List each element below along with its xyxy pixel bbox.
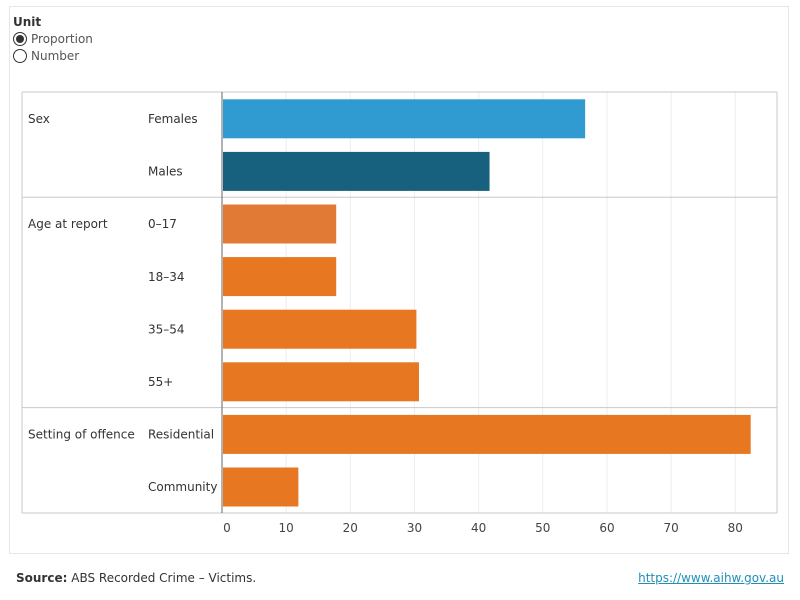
- category-label: Males: [148, 165, 183, 179]
- category-label: 0–17: [148, 217, 177, 231]
- group-label: Setting of offence: [28, 428, 135, 442]
- bar: [223, 414, 751, 454]
- source-note: Source: ABS Recorded Crime – Victims.: [16, 571, 256, 585]
- radio-proportion-label: Proportion: [31, 32, 93, 46]
- bar: [223, 204, 337, 244]
- x-tick-label: 20: [343, 521, 358, 535]
- source-label: Source:: [16, 571, 68, 585]
- radio-selected-icon[interactable]: [13, 32, 27, 46]
- radio-unselected-icon[interactable]: [13, 49, 27, 63]
- category-label: 18–34: [148, 270, 185, 284]
- x-tick-label: 70: [663, 521, 678, 535]
- bar: [223, 309, 417, 349]
- bar: [223, 257, 337, 297]
- category-label: Residential: [148, 428, 214, 442]
- x-tick-label: 60: [599, 521, 614, 535]
- bar: [223, 151, 490, 191]
- group-label: Age at report: [28, 217, 108, 231]
- category-label: 55+: [148, 375, 173, 389]
- unit-title: Unit: [13, 15, 42, 29]
- x-tick-label: 40: [471, 521, 486, 535]
- category-label: Females: [148, 112, 198, 126]
- radio-proportion[interactable]: Proportion: [13, 32, 93, 46]
- source-text: ABS Recorded Crime – Victims.: [71, 571, 257, 585]
- radio-number[interactable]: Number: [13, 49, 79, 63]
- x-tick-label: 10: [279, 521, 294, 535]
- bar: [223, 99, 586, 139]
- x-tick-label: 30: [407, 521, 422, 535]
- x-tick-label: 0: [223, 521, 231, 535]
- bar: [223, 467, 299, 507]
- category-label: Community: [148, 480, 217, 494]
- x-tick-label: 80: [728, 521, 743, 535]
- bar-chart: Sex Females Males Age at report 0–17 18–34 35–…: [21, 91, 778, 535]
- bar: [223, 362, 419, 402]
- group-label: Sex: [28, 112, 50, 126]
- radio-number-label: Number: [31, 49, 80, 63]
- aihw-link[interactable]: https://www.aihw.gov.au: [638, 571, 784, 585]
- x-tick-label: 50: [535, 521, 550, 535]
- category-label: 35–54: [148, 322, 185, 336]
- chart-card: [9, 6, 789, 554]
